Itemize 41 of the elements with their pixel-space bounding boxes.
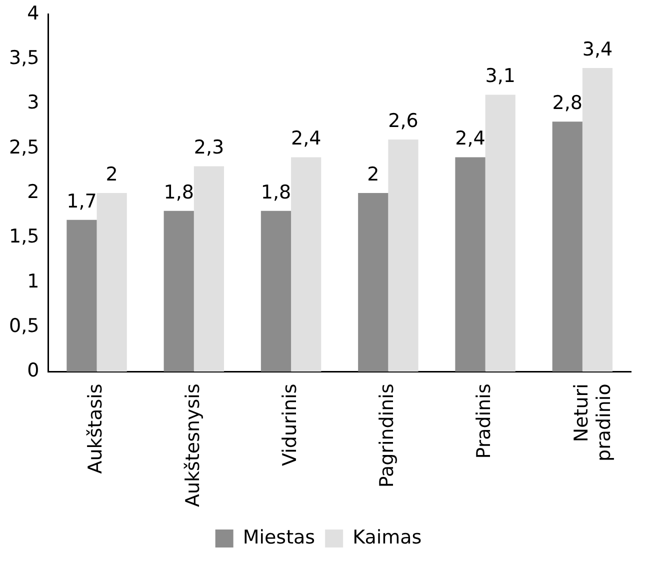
x-tick-label: Aukštasis [84,384,107,474]
y-tick-label: 0 [27,360,40,382]
bar [66,220,97,372]
bar [194,166,224,372]
data-label: 2,4 [455,128,486,150]
x-tick-label: Aukštesnysis [182,384,204,507]
bar [485,94,516,372]
bar [455,157,486,372]
data-label: 2 [367,163,380,186]
bar [388,139,418,372]
y-tick-label: 0,5 [9,314,40,337]
y-tick-label: 2 [27,180,40,203]
y-tick-label: 1,5 [9,226,40,248]
x-tick-label: Pagrindinis [376,384,398,488]
data-label: 3,1 [485,65,516,88]
y-tick-label: 4 [27,2,40,24]
x-tick-label: Neturi pradinio [570,384,616,462]
bar [358,193,388,372]
y-tick-label: 3,5 [9,46,40,69]
bar [164,210,194,372]
data-label: 2,3 [194,136,224,159]
x-tick-label: Vidurinis [278,384,301,466]
data-label: 1,8 [260,181,292,204]
data-label: 3,4 [582,38,613,60]
legend-label: Kaimas [352,526,422,548]
data-label: 1,8 [164,181,194,204]
y-tick-label: 3 [27,92,40,114]
data-label: 1,7 [66,190,97,212]
data-label: 2,4 [290,128,322,150]
legend-label: Miestas [242,526,316,548]
data-label: 2,8 [552,92,582,114]
bar [291,157,322,372]
bar [96,193,127,372]
bar [552,122,582,372]
bar [260,210,292,372]
data-label: 2,6 [388,110,418,132]
bar [582,68,613,372]
y-tick-label: 1 [27,270,40,292]
x-tick-label: Pradinis [473,384,496,459]
data-label: 2 [106,163,118,186]
y-tick-label: 2,5 [9,136,40,158]
